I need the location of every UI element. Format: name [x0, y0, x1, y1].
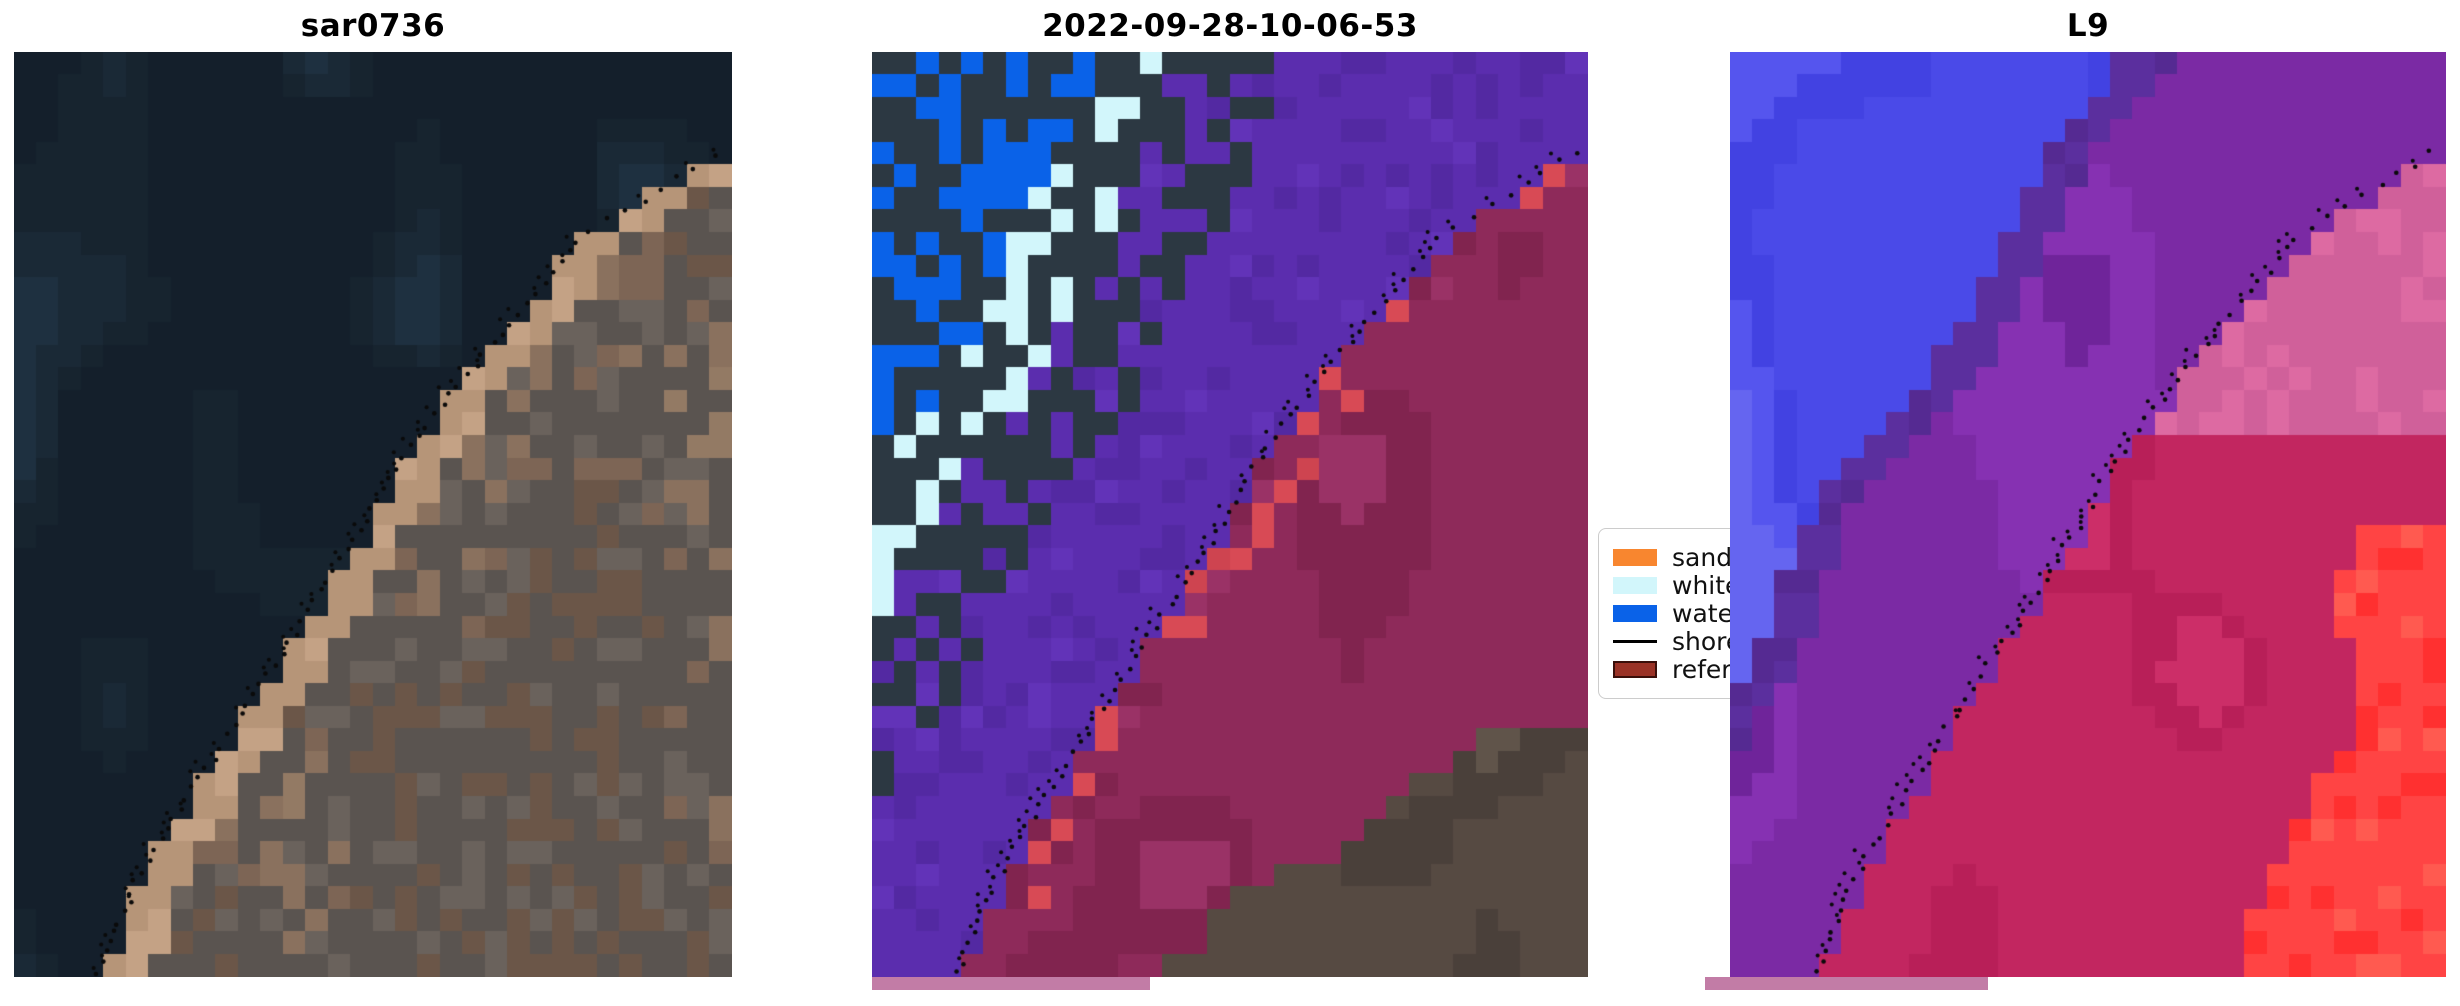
panel-title-sar0736: sar0736 — [300, 8, 446, 44]
sar-image-panel — [14, 52, 732, 977]
whitewater-swatch — [1613, 577, 1657, 594]
panel-title-l9: L9 — [2066, 8, 2110, 44]
legend-row-sand: sand — [1613, 545, 1833, 570]
subplot-sliver-left — [872, 977, 1150, 990]
legend-label-sand: sand — [1672, 543, 1733, 572]
reference-swatch — [1613, 661, 1657, 678]
panel-title-date: 2022-09-28-10-06-53 — [1042, 8, 1418, 44]
sand-swatch — [1613, 549, 1657, 566]
l9-image-panel — [1730, 52, 2446, 977]
subplot-sliver-right — [1705, 977, 1988, 990]
classification-image-panel — [872, 52, 1588, 977]
water-swatch — [1613, 605, 1657, 622]
shoreline-line-swatch — [1613, 640, 1657, 643]
